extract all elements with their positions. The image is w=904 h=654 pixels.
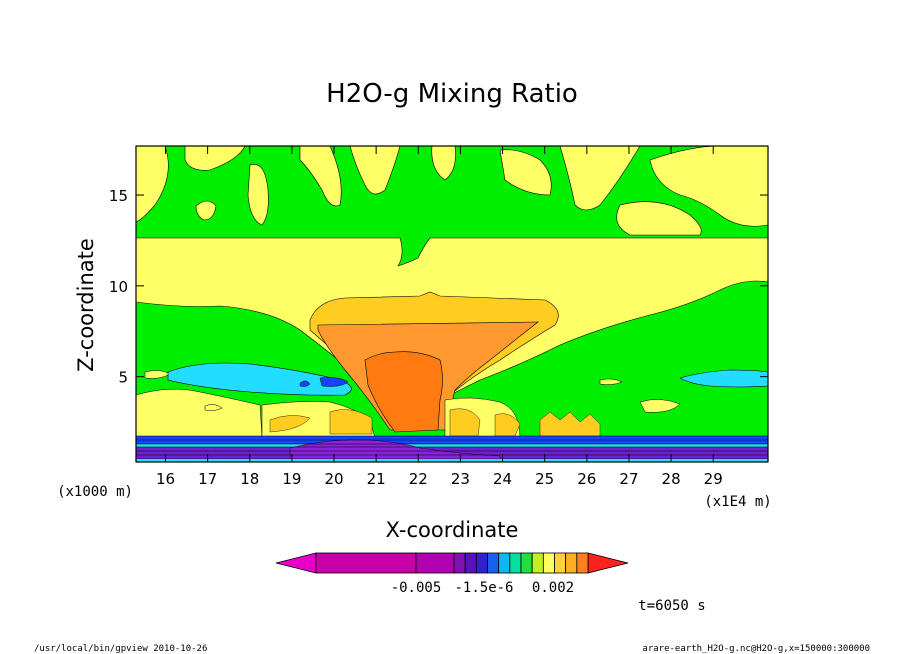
footer-left: /usr/local/bin/gpview 2010-10-26 xyxy=(34,644,207,654)
color-legend: -0.005 -1.5e-6 0.002 xyxy=(275,552,629,596)
y-tick-label: 15 xyxy=(109,187,128,205)
legend-low-triangle xyxy=(275,552,317,574)
surface-cyan-line xyxy=(136,444,768,447)
legend-swatch xyxy=(509,552,522,574)
legend-label-2: -1.5e-6 xyxy=(454,580,513,596)
legend-swatch xyxy=(554,552,567,574)
x-tick-label: 17 xyxy=(198,470,217,488)
contour-field xyxy=(136,146,768,462)
x-tick-label: 18 xyxy=(240,470,259,488)
x-tick-label: 23 xyxy=(451,470,470,488)
y-tick-label: 5 xyxy=(118,369,128,387)
legend-swatch xyxy=(453,552,466,574)
x-tick-label: 26 xyxy=(577,470,596,488)
y-unit-label: (x1000 m) xyxy=(57,484,133,500)
legend-swatch xyxy=(464,552,477,574)
surface-bottom-cyan xyxy=(136,459,768,462)
legend-label-3: 0.002 xyxy=(532,580,574,596)
x-tick-label: 16 xyxy=(156,470,175,488)
dark-orange-updraft xyxy=(364,351,443,433)
x-axis: 16 17 18 19 20 21 22 23 24 25 26 27 28 29 xyxy=(156,146,723,488)
legend-label-1: -0.005 xyxy=(391,580,442,596)
footer-right: arare-earth_H2O-g.nc@H2O-g,x=150000:3000… xyxy=(642,644,870,654)
x-unit-label: (x1E4 m) xyxy=(704,494,771,510)
plot-frame xyxy=(135,145,769,463)
surface-orange-streaks xyxy=(269,408,601,437)
x-tick-label: 20 xyxy=(324,470,343,488)
x-tick-label: 21 xyxy=(367,470,386,488)
legend-swatch xyxy=(531,552,544,574)
x-tick-label: 25 xyxy=(535,470,554,488)
x-axis-label: X-coordinate xyxy=(386,518,519,542)
y-axis-label: Z-coordinate xyxy=(74,238,98,372)
x-tick-label: 24 xyxy=(493,470,512,488)
legend-high-triangle xyxy=(587,552,629,574)
x-tick-label: 28 xyxy=(662,470,681,488)
x-tick-label: 22 xyxy=(409,470,428,488)
legend-swatch xyxy=(415,552,455,574)
legend-swatch xyxy=(315,552,417,574)
chart-title: H2O-g Mixing Ratio xyxy=(326,79,578,109)
legend-swatch xyxy=(520,552,533,574)
legend-swatch xyxy=(498,552,511,574)
y-axis: 5 10 15 xyxy=(109,187,768,387)
blue-dot-left xyxy=(299,380,311,387)
blue-lens-left xyxy=(319,377,349,387)
cyan-lens-right xyxy=(679,369,768,388)
x-tick-label: 29 xyxy=(704,470,723,488)
x-tick-label: 27 xyxy=(619,470,638,488)
upper-yellow-bands xyxy=(136,146,768,236)
legend-swatch xyxy=(565,552,578,574)
legend-swatch xyxy=(475,552,488,574)
y-tick-label: 10 xyxy=(109,278,128,296)
x-tick-label: 19 xyxy=(282,470,301,488)
legend-swatch xyxy=(576,552,589,574)
legend-swatch xyxy=(542,552,555,574)
time-label: t=6050 s xyxy=(638,598,705,614)
legend-swatch xyxy=(487,552,500,574)
cyan-lens-left xyxy=(167,362,352,396)
